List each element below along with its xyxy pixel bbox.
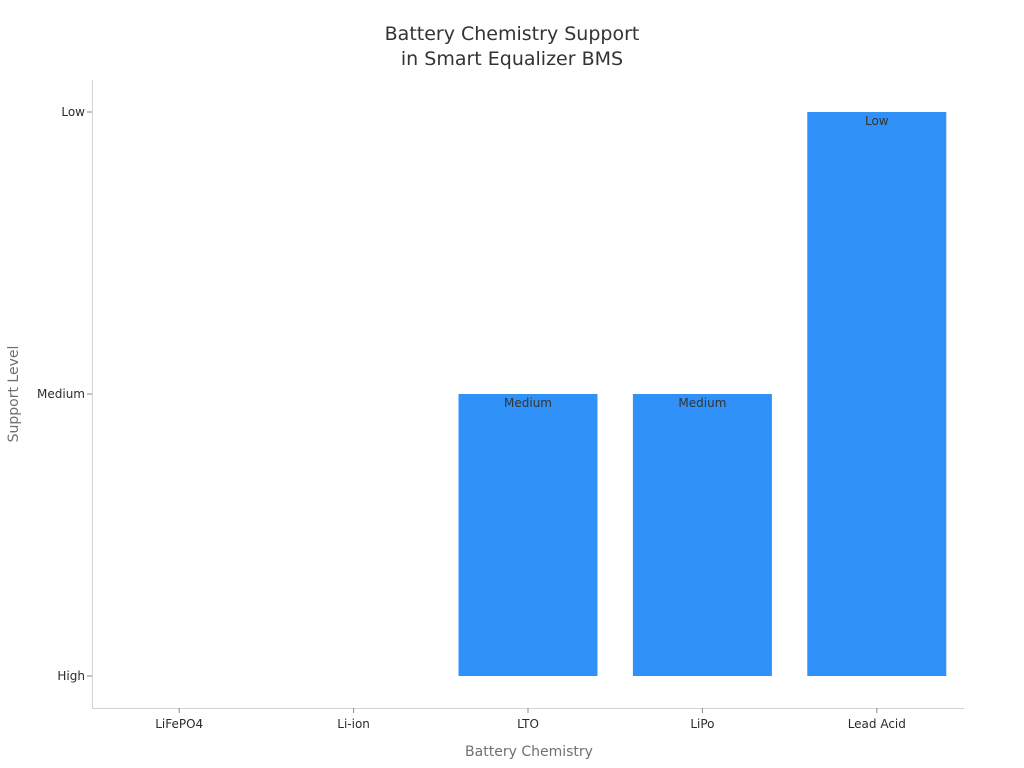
bar	[807, 112, 947, 676]
x-tick-label: LTO	[517, 717, 539, 731]
y-axis-title: Support Level	[6, 346, 22, 443]
chart-title: Battery Chemistry Support in Smart Equal…	[385, 23, 640, 70]
y-axis-ticks: High Medium Low	[37, 105, 92, 683]
x-tick-label: LiFePO4	[155, 717, 203, 731]
y-tick-label: High	[57, 669, 85, 683]
x-axis-ticks: LiFePO4 Li-ion LTO LiPo Lead Acid	[155, 708, 906, 731]
x-axis-title: Battery Chemistry	[465, 744, 593, 760]
chart-title-line-1: Battery Chemistry Support	[385, 23, 640, 45]
data-labels: Medium Medium Low	[504, 114, 889, 410]
data-label: Medium	[504, 396, 552, 410]
x-tick-label: Lead Acid	[848, 717, 906, 731]
data-label: Low	[865, 114, 889, 128]
y-tick-label: Medium	[37, 387, 85, 401]
x-tick-label: Li-ion	[337, 717, 370, 731]
data-label: Medium	[678, 396, 726, 410]
bar	[632, 394, 772, 676]
y-tick-label: Low	[61, 105, 85, 119]
chart-title-line-2: in Smart Equalizer BMS	[401, 48, 623, 70]
x-tick-label: LiPo	[690, 717, 714, 731]
bar	[458, 394, 598, 676]
bar-series	[458, 112, 947, 676]
